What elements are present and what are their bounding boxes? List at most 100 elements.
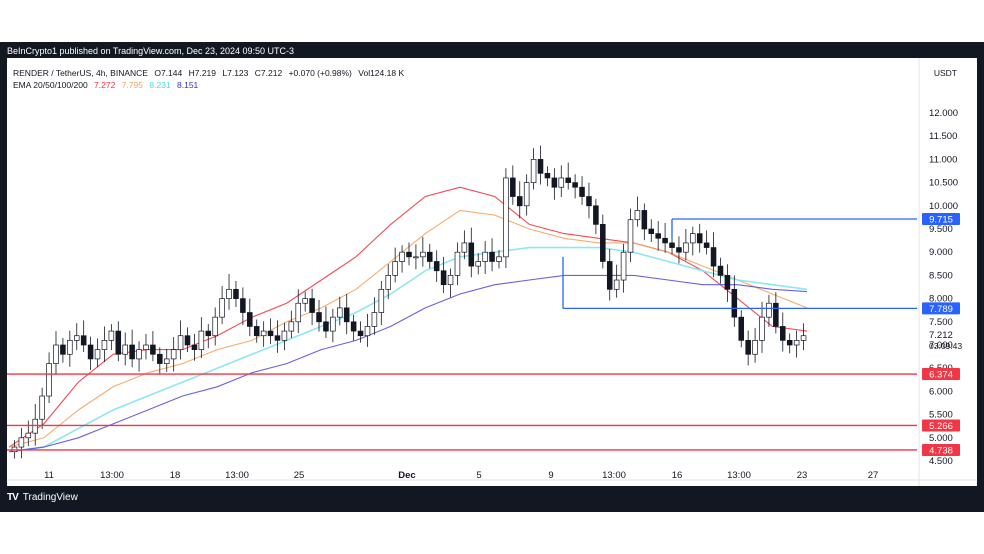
- candle-body: [392, 261, 398, 276]
- candle-body: [759, 316, 765, 341]
- candle-body: [745, 340, 751, 355]
- ema-line-1: [8, 209, 808, 448]
- candle-body: [793, 340, 800, 346]
- candle-body: [426, 251, 433, 262]
- candle-body: [260, 330, 267, 337]
- x-tick-label: 13:00: [100, 470, 124, 481]
- candle-body: [350, 321, 357, 332]
- candle-body: [80, 335, 87, 346]
- publisher-info: BeInCrypto1 published on TradingView.com…: [7, 46, 295, 56]
- candle-body: [399, 251, 405, 262]
- candle-body: [184, 335, 191, 346]
- price-chart[interactable]: 12.000 11.500 11.000 10.500 10.000 9.500 9.000…: [7, 58, 977, 486]
- low-value: L7.123: [222, 68, 249, 78]
- candle-body: [738, 316, 745, 341]
- ema-line-0: [8, 186, 808, 448]
- level-price-badge: [922, 443, 960, 456]
- level-price-label: 5.266: [929, 421, 953, 432]
- candle-body: [655, 233, 661, 239]
- candle-body: [136, 349, 142, 360]
- candle-body: [253, 326, 260, 337]
- candle-body: [773, 302, 779, 327]
- candle-body: [558, 177, 565, 188]
- candle-body: [530, 159, 537, 183]
- candle-body: [39, 395, 45, 420]
- candle-body: [662, 237, 668, 244]
- candle-body: [191, 344, 198, 350]
- candle-body: [240, 298, 246, 313]
- candle-body: [634, 210, 641, 221]
- candle-body: [537, 159, 544, 174]
- candle-body: [143, 344, 149, 350]
- y-tick-label: 8.000: [929, 294, 953, 305]
- candle-body: [385, 275, 392, 290]
- candle-body: [309, 298, 315, 313]
- candle-body: [731, 288, 738, 318]
- last-price-label: 7.212: [929, 330, 953, 341]
- candle-body: [696, 233, 703, 244]
- candle-body: [551, 177, 558, 188]
- candle-body: [226, 288, 232, 299]
- candle-body: [641, 210, 648, 230]
- candle-body: [468, 242, 475, 267]
- candle-body: [94, 349, 101, 360]
- x-tick-label: 13:00: [225, 470, 249, 481]
- candle-body: [613, 279, 620, 290]
- x-tick-label: 27: [868, 470, 879, 481]
- level-price-label: 4.738: [929, 445, 953, 456]
- candle-body: [247, 312, 253, 327]
- candle-body: [281, 330, 288, 341]
- candle-body: [669, 242, 675, 248]
- tradingview-logo-icon: TV: [7, 492, 19, 503]
- footer-brand: TradingView: [22, 492, 78, 503]
- chart-panel[interactable]: 12.000 11.500 11.000 10.500 10.000 9.500 9.000…: [7, 58, 977, 486]
- x-tick-label: 13:00: [727, 470, 751, 481]
- level-price-badge: [922, 419, 960, 432]
- candle-body: [343, 307, 350, 323]
- ema200-value: 8.151: [177, 80, 199, 90]
- y-tick-label: 9.500: [929, 224, 953, 235]
- y-tick-label: 5.000: [929, 433, 953, 444]
- candle-body: [489, 251, 495, 262]
- candle-body: [198, 330, 205, 350]
- candle-body: [122, 344, 128, 355]
- candle-body: [25, 432, 32, 439]
- candle-body: [717, 265, 724, 276]
- candle-body: [295, 302, 302, 323]
- y-tick-label: 12.000: [929, 108, 958, 119]
- currency-label: USDT: [933, 68, 957, 78]
- candle-body: [523, 182, 530, 207]
- candle-body: [274, 335, 281, 341]
- candle-body: [496, 256, 502, 262]
- level-price-label: 9.715: [929, 215, 953, 226]
- chart-frame: BeInCrypto1 published on TradingView.com…: [0, 42, 984, 512]
- y-tick-label: 8.500: [929, 270, 953, 281]
- y-tick-label: 10.000: [929, 201, 958, 212]
- level-price-badge: [922, 213, 960, 226]
- candle-body: [413, 256, 419, 259]
- x-tick-label: 25: [294, 470, 305, 481]
- candle-body: [316, 312, 322, 323]
- symbol-legend: RENDER / TetherUS, 4h, BINANCE O7.144 H7…: [13, 68, 408, 78]
- level-price-label: 7.789: [929, 304, 953, 315]
- candle-body: [447, 275, 454, 286]
- y-tick-label: 7.000: [929, 340, 953, 351]
- footer[interactable]: TV TradingView: [7, 492, 78, 503]
- candle-body: [212, 316, 218, 337]
- candle-body: [752, 340, 758, 355]
- candle-body: [600, 224, 606, 262]
- y-tick-label: 4.500: [929, 456, 953, 467]
- candle-body: [330, 316, 336, 332]
- x-tick-label: 11: [44, 470, 54, 481]
- candle-body: [586, 196, 592, 207]
- candle-body: [378, 288, 385, 313]
- candle-body: [108, 330, 115, 341]
- x-tick-label: 5: [476, 470, 481, 481]
- candle-body: [302, 298, 308, 304]
- candle-body: [516, 196, 523, 207]
- candle-body: [157, 353, 163, 364]
- candle-body: [606, 261, 613, 290]
- candle-body: [163, 358, 170, 364]
- candle-body: [648, 228, 655, 234]
- candle-body: [288, 321, 295, 332]
